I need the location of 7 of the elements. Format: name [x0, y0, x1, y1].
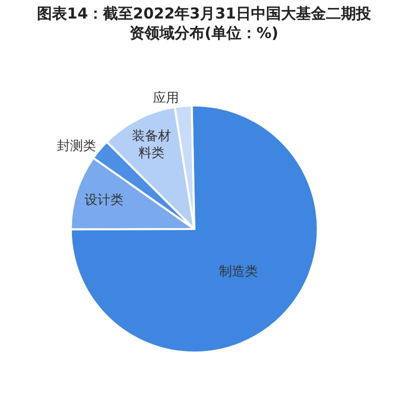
slice-label: 设计类 [84, 192, 124, 208]
chart-title: 图表14：截至2022年3月31日中国大基金二期投资领域分布(单位：%) [37, 4, 372, 42]
slice-label: 封测类 [56, 138, 96, 154]
slice-label: 制造类 [218, 264, 258, 280]
pie-slice [70, 104, 319, 354]
slice-label: 装备材料类 [132, 129, 171, 161]
slice-label: 应用 [153, 90, 180, 106]
